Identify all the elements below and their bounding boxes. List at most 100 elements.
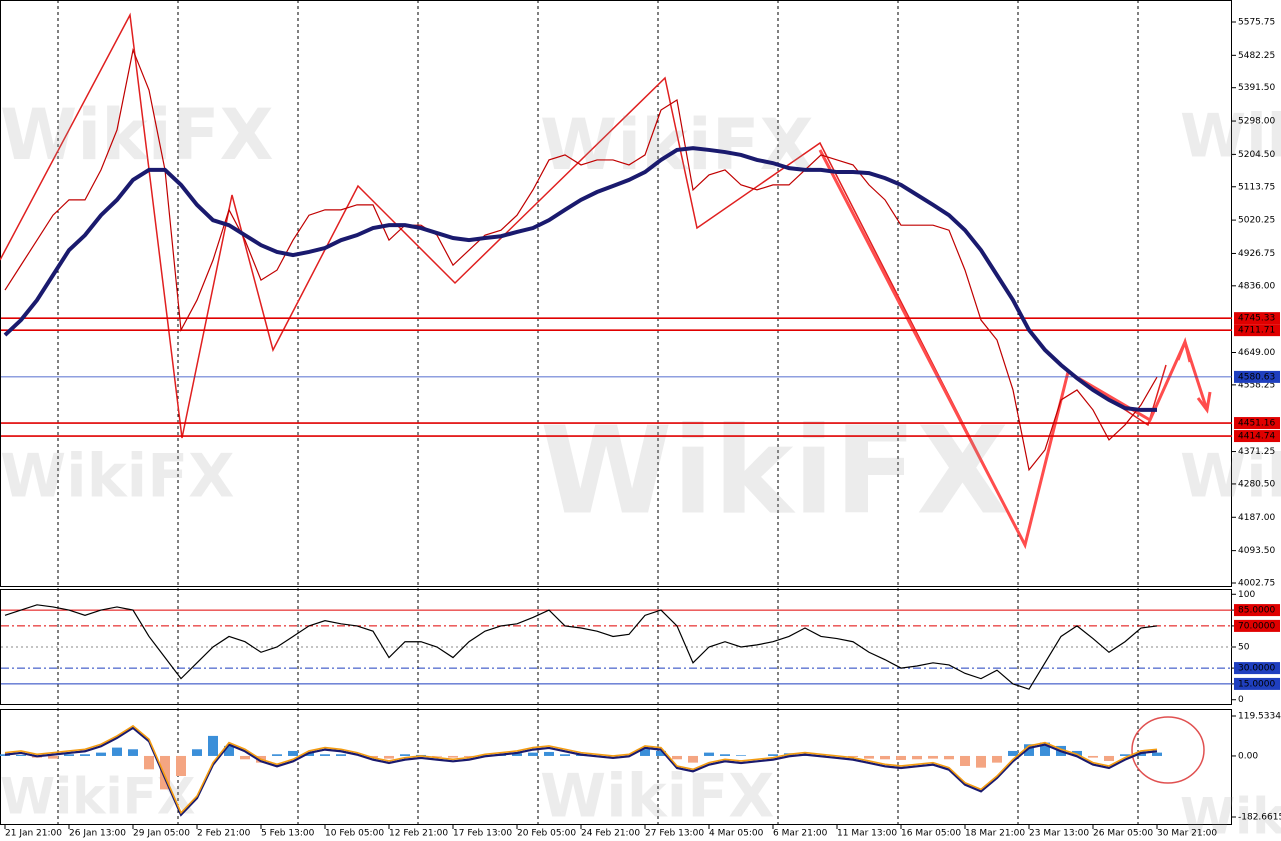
watermark: WikiFX [1180,102,1281,172]
y-tick-label: 5391.50 [1238,83,1275,93]
watermarks: WikiFX WikiFX WikiFX WikiFX WikiFX WikiFX Wiki… [0,94,1281,841]
x-tick-label: 12 Feb 21:00 [389,829,448,839]
histogram-bar [208,735,218,756]
histogram-bar [864,755,874,759]
histogram-bar [336,754,346,756]
y-tick-label: 5113.75 [1238,182,1275,192]
y-tick-label: 5298.00 [1238,117,1275,127]
y-tick-label: 4371.25 [1238,447,1275,457]
price-level-label: 4745.33 [1238,314,1275,324]
y-tick-label: 15.0000 [1238,679,1275,689]
level-label-box [1234,662,1280,675]
histogram-bar [1088,755,1098,758]
x-tick-label: 2 Feb 21:00 [197,829,251,839]
watermark: WikiFX [1180,788,1281,841]
level-label-box [1234,677,1280,690]
x-tick-label: 18 Mar 21:00 [965,829,1025,839]
y-tick-label: 4280.50 [1238,479,1275,489]
y-tick-label: 0.00 [1238,751,1258,761]
x-tick-label: 24 Feb 21:00 [581,829,640,839]
x-tick-label: 29 Jan 05:00 [133,829,190,839]
y-tick-label: 4558.25 [1238,380,1275,390]
y-tick-label: 4093.50 [1238,546,1275,556]
signal-shadow [4,726,1158,817]
y-tick-label: 4926.75 [1238,249,1275,259]
histogram-bar [144,755,154,770]
x-tick-label: 27 Feb 13:00 [645,829,704,839]
y-tick-label: 5020.25 [1238,216,1275,226]
price-level-label: 4451.16 [1238,419,1275,429]
histogram-bar [672,755,682,760]
histogram-bar [928,755,938,759]
watermark: WikiFX [0,442,234,512]
level-label-box [1234,619,1280,632]
y-tick-label: 30.0000 [1238,664,1275,674]
watermark: WikiFX [1180,442,1281,512]
y-tick-label: 85.0000 [1238,606,1275,616]
histogram-bar [1120,754,1130,756]
histogram-bar [224,745,234,756]
histogram-bar [1024,744,1034,756]
macd-frame [0,709,1232,825]
histogram-bar [688,755,698,763]
histogram-bar [320,754,330,756]
histogram-bar [160,755,170,790]
histogram-bar [448,755,458,758]
y-tick-label: 5482.25 [1238,51,1275,61]
histogram-bar [704,752,714,756]
watermark: WikiFX [0,94,274,176]
watermark: WikiFX [540,762,774,832]
y-tick-label: -182.6615 [1238,812,1281,822]
price-level-label: 4414.74 [1238,432,1275,442]
histogram-bar [384,755,394,759]
y-tick-label: 4187.00 [1238,513,1275,523]
histogram-bar [112,747,122,756]
histogram-bar [288,750,298,756]
histogram-bar [464,755,474,757]
histogram-bar [960,755,970,766]
histogram-bar [1008,750,1018,756]
x-tick-label: 21 Jan 21:00 [5,829,62,839]
x-tick-label: 26 Jan 13:00 [69,829,126,839]
price-level-box [1234,324,1280,337]
x-tick-label: 17 Feb 13:00 [453,829,512,839]
histogram-bar [96,752,106,756]
x-tick-label: 16 Mar 05:00 [901,829,961,839]
histogram-bar [400,754,410,756]
main-frame [0,0,1232,587]
x-tick-label: 6 Mar 21:00 [773,829,828,839]
histogram-bar [992,755,1002,763]
histogram-bar [1152,752,1162,756]
y-tick-label: 70.0000 [1238,621,1275,631]
level-label-box [1234,604,1280,617]
y-tick-label: 5204.50 [1238,150,1275,160]
histogram-bar [768,754,778,756]
histogram-bar [1104,755,1114,761]
histogram-bar [304,752,314,756]
price-line [4,47,1158,472]
histogram-bar [912,755,922,760]
arrows [818,149,1212,550]
histogram-bar [272,754,282,756]
histogram-bar [64,754,74,756]
price-level-label: 4580.63 [1238,372,1275,382]
histogram-bar [976,755,986,768]
x-tick-label: 10 Feb 05:00 [325,829,384,839]
histogram-bar [736,755,746,756]
x-tick-label: 11 Mar 13:00 [837,829,897,839]
histogram-bar [0,754,10,756]
x-tick-label: 5 Feb 13:00 [261,829,315,839]
x-tick-label: 26 Mar 05:00 [1093,829,1153,839]
y-tick-label: 119.5334 [1238,712,1281,722]
price-level-box [1234,417,1280,430]
histogram-bar [528,752,538,756]
y-tick-label: 50 [1238,643,1250,653]
watermark: WikiFX [540,104,814,186]
y-tick-label: 4002.75 [1238,578,1275,588]
histogram-bar [544,751,554,756]
histogram-bar [48,755,58,759]
histogram-bar [848,755,858,757]
histogram-bar [720,754,730,756]
